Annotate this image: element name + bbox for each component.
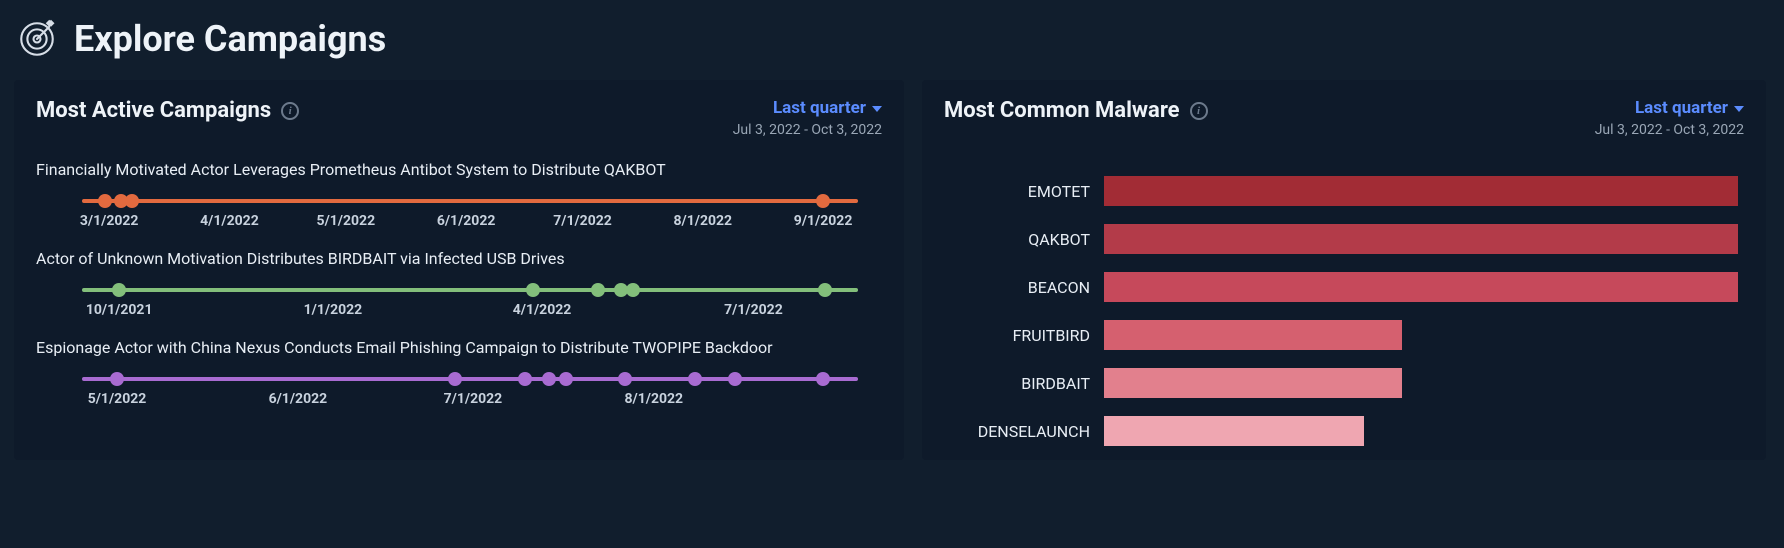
timeline-event-dot[interactable]: [518, 372, 532, 386]
timeline-tick-label: 8/1/2022: [674, 213, 733, 229]
bar-track: [1104, 272, 1738, 302]
timeline-tick-label: 7/1/2022: [724, 302, 783, 318]
timeline-line: [82, 199, 858, 203]
bar-track: [1104, 176, 1738, 206]
timeline-tick-label: 7/1/2022: [444, 391, 503, 407]
campaign: Financially Motivated Actor Leverages Pr…: [36, 160, 882, 235]
timeline-tick-label: 1/1/2022: [304, 302, 363, 318]
range-dates: Jul 3, 2022 - Oct 3, 2022: [1595, 122, 1744, 138]
range-wrap: Last quarter Jul 3, 2022 - Oct 3, 2022: [1595, 98, 1744, 138]
range-wrap: Last quarter Jul 3, 2022 - Oct 3, 2022: [733, 98, 882, 138]
info-icon[interactable]: i: [1190, 102, 1208, 120]
bar-label: QAKBOT: [944, 230, 1094, 249]
bar-track: [1104, 416, 1738, 446]
timeline-event-dot[interactable]: [98, 194, 112, 208]
campaign-title[interactable]: Financially Motivated Actor Leverages Pr…: [36, 160, 882, 179]
range-label: Last quarter: [773, 98, 866, 118]
timeline-tick-label: 6/1/2022: [437, 213, 496, 229]
timeline-event-dot[interactable]: [816, 194, 830, 208]
timeline: 5/1/2022 6/1/2022 7/1/2022 8/1/2022: [36, 367, 882, 413]
bar-fill[interactable]: [1104, 416, 1364, 446]
bar-fill[interactable]: [1104, 320, 1402, 350]
panel-common-malware: Most Common Malware i Last quarter Jul 3…: [922, 80, 1766, 460]
info-icon[interactable]: i: [281, 102, 299, 120]
timeline-event-dot[interactable]: [626, 283, 640, 297]
timeline-tick-label: 9/1/2022: [794, 213, 853, 229]
timeline-tick-label: 3/1/2022: [80, 213, 139, 229]
chevron-down-icon: [1734, 106, 1744, 112]
page-header: Explore Campaigns: [14, 12, 1766, 80]
timeline-event-dot[interactable]: [448, 372, 462, 386]
timeline-event-dot[interactable]: [559, 372, 573, 386]
timeline-tick-label: 5/1/2022: [317, 213, 376, 229]
timeline-tick-label: 8/1/2022: [624, 391, 683, 407]
bar-track: [1104, 368, 1738, 398]
timeline: 10/1/2021 1/1/2022 4/1/2022 7/1/2022: [36, 278, 882, 324]
timeline-tick-label: 5/1/2022: [88, 391, 147, 407]
timeline-event-dot[interactable]: [110, 372, 124, 386]
timeline-event-dot[interactable]: [688, 372, 702, 386]
panel-header: Most Active Campaigns i Last quarter Jul…: [36, 98, 882, 138]
bar-fill[interactable]: [1104, 176, 1738, 206]
timeline-tick-label: 7/1/2022: [553, 213, 612, 229]
timeline-event-dot[interactable]: [591, 283, 605, 297]
timeline-tick-label: 10/1/2021: [86, 302, 153, 318]
range-label: Last quarter: [1635, 98, 1728, 118]
range-select[interactable]: Last quarter: [773, 98, 882, 118]
timeline-event-dot[interactable]: [112, 283, 126, 297]
chevron-down-icon: [872, 106, 882, 112]
panels-row: Most Active Campaigns i Last quarter Jul…: [14, 80, 1766, 460]
bar-fill[interactable]: [1104, 224, 1738, 254]
campaigns-list: Financially Motivated Actor Leverages Pr…: [36, 160, 882, 413]
bar-fill[interactable]: [1104, 368, 1402, 398]
bar-track: [1104, 224, 1738, 254]
bar-label: BEACON: [944, 278, 1094, 297]
timeline-ticks: 3/1/2022 4/1/2022 5/1/2022 6/1/2022 7/1/2022…: [82, 213, 858, 235]
panel-header: Most Common Malware i Last quarter Jul 3…: [944, 98, 1744, 138]
timeline-tick-label: 4/1/2022: [513, 302, 572, 318]
timeline-event-dot[interactable]: [526, 283, 540, 297]
range-select[interactable]: Last quarter: [1635, 98, 1744, 118]
panel-title: Most Active Campaigns: [36, 98, 271, 123]
timeline: 3/1/2022 4/1/2022 5/1/2022 6/1/2022 7/1/2022…: [36, 189, 882, 235]
timeline-event-dot[interactable]: [125, 194, 139, 208]
bar-label: BIRDBAIT: [944, 374, 1094, 393]
timeline-event-dot[interactable]: [542, 372, 556, 386]
timeline-event-dot[interactable]: [728, 372, 742, 386]
page: Explore Campaigns Most Active Campaigns …: [0, 0, 1784, 548]
panel-title: Most Common Malware: [944, 98, 1180, 123]
panel-title-wrap: Most Active Campaigns i: [36, 98, 299, 123]
campaign-title[interactable]: Actor of Unknown Motivation Distributes …: [36, 249, 882, 268]
bar-label: EMOTET: [944, 182, 1094, 201]
panel-title-wrap: Most Common Malware i: [944, 98, 1208, 123]
timeline-ticks: 5/1/2022 6/1/2022 7/1/2022 8/1/2022: [82, 391, 858, 413]
timeline-line: [82, 288, 858, 292]
target-icon: [16, 18, 58, 60]
bar-fill[interactable]: [1104, 272, 1738, 302]
campaign: Actor of Unknown Motivation Distributes …: [36, 249, 882, 324]
bar-label: FRUITBIRD: [944, 326, 1094, 345]
timeline-tick-label: 6/1/2022: [269, 391, 328, 407]
timeline-tick-label: 4/1/2022: [200, 213, 259, 229]
campaign: Espionage Actor with China Nexus Conduct…: [36, 338, 882, 413]
campaign-title[interactable]: Espionage Actor with China Nexus Conduct…: [36, 338, 882, 357]
bar-track: [1104, 320, 1738, 350]
timeline-event-dot[interactable]: [818, 283, 832, 297]
malware-barchart: EMOTET QAKBOT BEACON FRUITBIRD BIRDBAIT DENSE…: [944, 176, 1744, 446]
timeline-event-dot[interactable]: [816, 372, 830, 386]
bar-label: DENSELAUNCH: [944, 422, 1094, 441]
panel-active-campaigns: Most Active Campaigns i Last quarter Jul…: [14, 80, 904, 460]
range-dates: Jul 3, 2022 - Oct 3, 2022: [733, 122, 882, 138]
page-title: Explore Campaigns: [74, 18, 386, 60]
timeline-event-dot[interactable]: [618, 372, 632, 386]
timeline-ticks: 10/1/2021 1/1/2022 4/1/2022 7/1/2022: [82, 302, 858, 324]
